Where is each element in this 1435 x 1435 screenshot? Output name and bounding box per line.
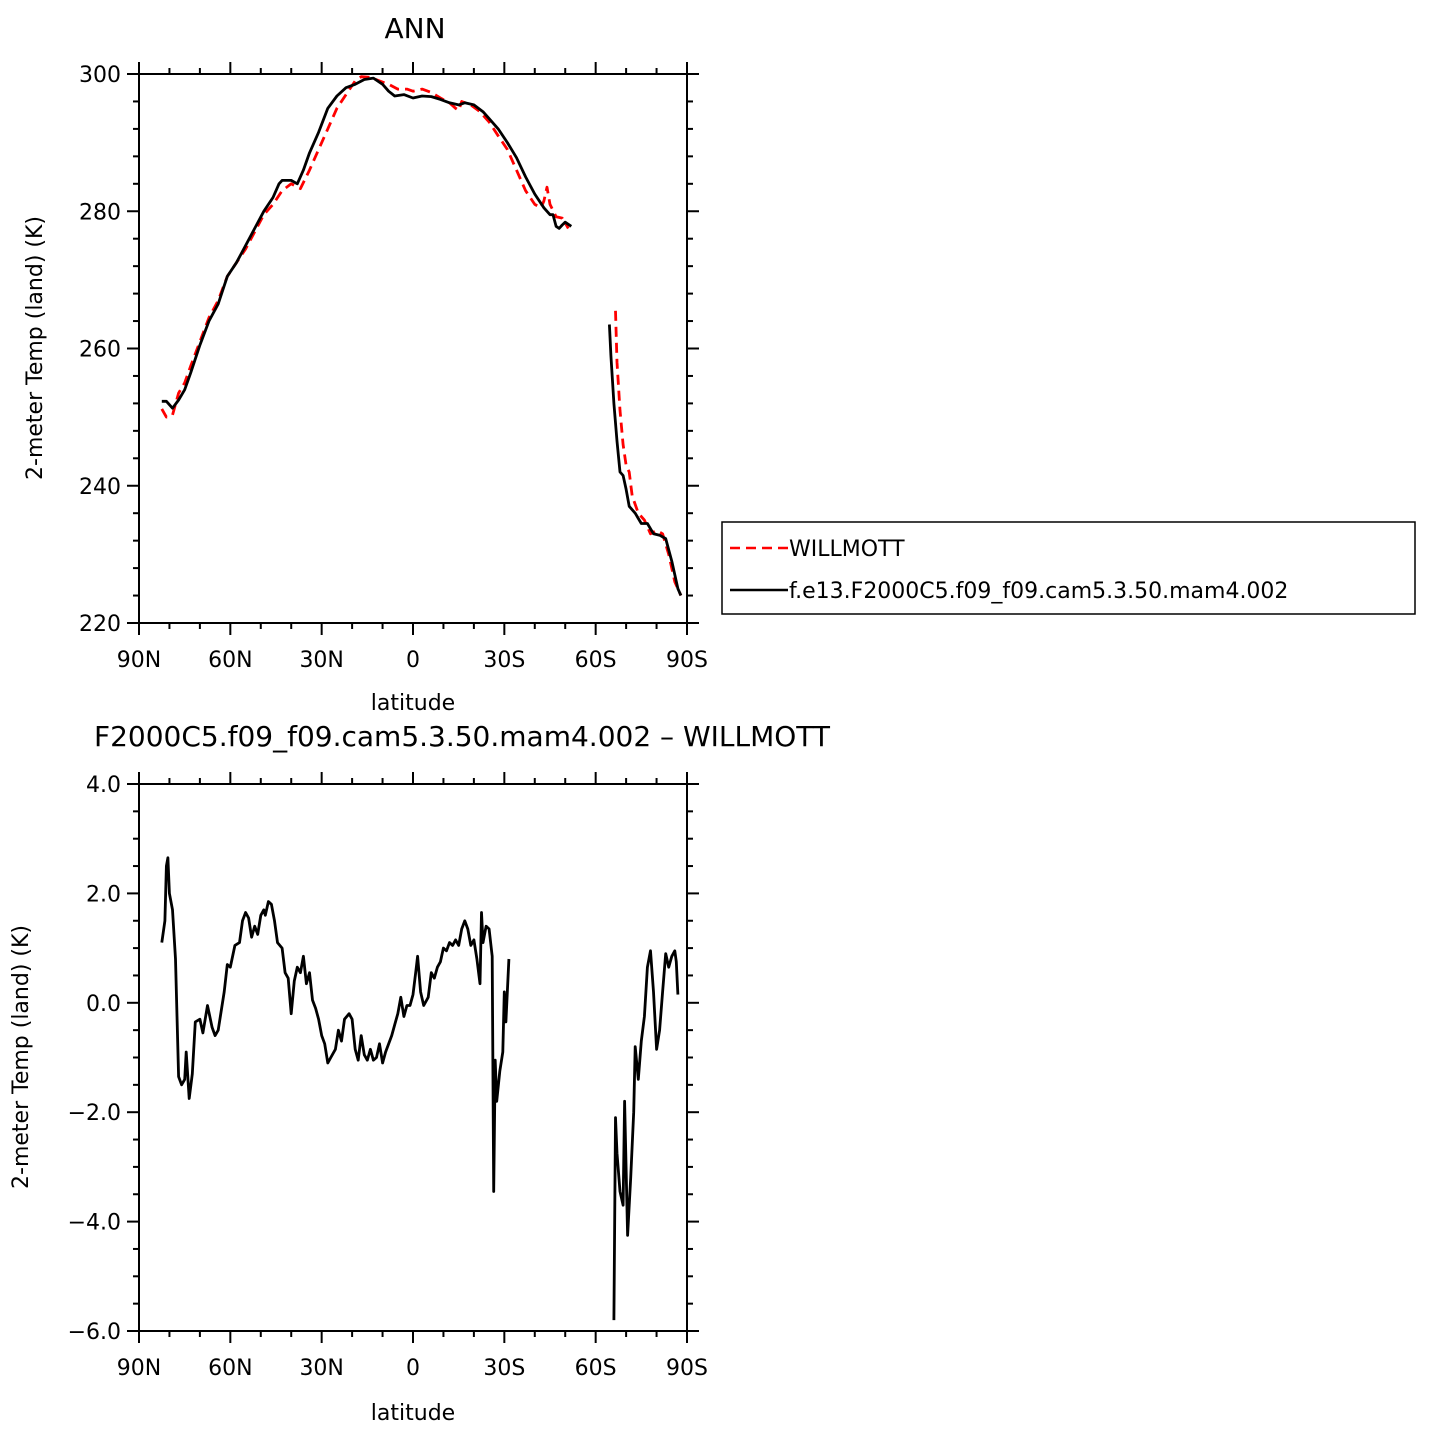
series-line-1 bbox=[161, 76, 573, 410]
y-axis-label: 2-meter Temp (land) (K) bbox=[9, 925, 34, 1189]
y-tick-label: 240 bbox=[79, 475, 121, 500]
series-line-0 bbox=[612, 949, 680, 1321]
difference-chart-title: F2000C5.f09_f09.cam5.3.50.mam4.002 – WIL… bbox=[94, 720, 831, 753]
series-line-0 bbox=[614, 310, 683, 597]
y-tick-label: 220 bbox=[79, 612, 121, 637]
plot-frame bbox=[138, 73, 688, 624]
plot-area-top: 90N 60N 30N 0 30S 60S 90S 220 240 260 280 300 bbox=[79, 62, 708, 673]
x-tick-label: 60S bbox=[575, 648, 617, 673]
legend-label-model: f.e13.F2000C5.f09_f09.cam5.3.50.mam4.002 bbox=[789, 579, 1288, 604]
y-tick-label: 260 bbox=[79, 338, 121, 363]
series-line-1 bbox=[608, 324, 683, 597]
x-tick-label: 60S bbox=[575, 1356, 617, 1381]
x-tick-label: 90S bbox=[666, 648, 708, 673]
x-axis-label: latitude bbox=[371, 691, 455, 716]
panel-bottom: F2000C5.f09_f09.cam5.3.50.mam4.002 – WIL… bbox=[9, 720, 831, 1426]
x-tick-label: 0 bbox=[406, 648, 420, 673]
y-tick-label: 2.0 bbox=[86, 882, 121, 907]
y-tick-label: 4.0 bbox=[86, 773, 121, 798]
y-axis-label: 2-meter Temp (land) (K) bbox=[23, 216, 48, 480]
y-tick-label: 280 bbox=[79, 200, 121, 225]
y-tick-label: −4.0 bbox=[68, 1211, 121, 1236]
y-tick-label: 0.0 bbox=[86, 992, 121, 1017]
x-tick-label: 30N bbox=[299, 648, 343, 673]
legend-box bbox=[721, 521, 1416, 615]
x-tick-label: 0 bbox=[406, 1356, 420, 1381]
y-tick-label: 300 bbox=[79, 63, 121, 88]
x-tick-label: 30S bbox=[483, 1356, 525, 1381]
x-tick-label: 90N bbox=[117, 1356, 161, 1381]
x-tick-label: 30S bbox=[483, 648, 525, 673]
x-tick-label: 30N bbox=[299, 1356, 343, 1381]
panel-top: ANN 90N 60N 30N 0 30S 60S 90S 220 240 260 280 300 l… bbox=[23, 12, 708, 716]
plot-area-bottom: 90N 60N 30N 0 30S 60S 90S −6.0 −4.0 −2.0 0.0 2.0 4.0 bbox=[68, 772, 708, 1381]
x-tick-label: 60N bbox=[208, 1356, 252, 1381]
x-tick-label: 90N bbox=[117, 648, 161, 673]
x-tick-label: 60N bbox=[208, 648, 252, 673]
y-tick-label: −6.0 bbox=[68, 1320, 121, 1345]
x-tick-label: 90S bbox=[666, 1356, 708, 1381]
chart-title: ANN bbox=[384, 12, 445, 45]
series-line-0 bbox=[160, 856, 511, 1193]
legend: WILLMOTT f.e13.F2000C5.f09_f09.cam5.3.50… bbox=[721, 521, 1416, 615]
series-line-0 bbox=[160, 75, 570, 419]
plot-frame bbox=[138, 783, 688, 1332]
x-axis-label: latitude bbox=[371, 1401, 455, 1426]
y-tick-label: −2.0 bbox=[68, 1101, 121, 1126]
legend-label-willmott: WILLMOTT bbox=[789, 537, 905, 562]
